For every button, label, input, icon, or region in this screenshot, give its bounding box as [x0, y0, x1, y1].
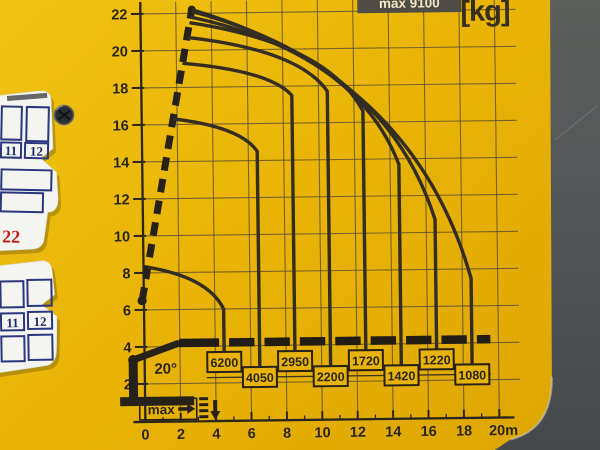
- sticker-cell: [27, 333, 54, 362]
- x-tick-label: 4: [212, 426, 220, 442]
- capacity-value: 1080: [458, 368, 486, 382]
- outrigger-beam-icon: [199, 395, 209, 421]
- capacity-value: 1420: [388, 369, 416, 383]
- y-tick-label: 18: [112, 81, 128, 97]
- sticker-cell: [0, 168, 53, 192]
- capacity-value: 1220: [423, 353, 451, 367]
- grid-line-vertical: [245, 0, 253, 421]
- y-tick-label: 8: [122, 266, 130, 282]
- sticker-cell: [23, 141, 50, 160]
- x-tick-label: 12: [350, 425, 366, 441]
- down-arrow-head-icon: [210, 410, 221, 421]
- x-tick-label: 10: [314, 425, 330, 441]
- unit-label: [kg]: [460, 0, 510, 28]
- y-tick-label: 4: [123, 340, 131, 356]
- capacity-chart: 2 4 6 8 10 12 14 16 18 20 22 0 2 4 6 8 10 12 14 16 18 20m 6200…: [111, 0, 520, 443]
- sticker-cell: [0, 312, 26, 332]
- capacity-value-box: [454, 363, 491, 386]
- capacity-value-box: [241, 365, 279, 389]
- grid-line-vertical: [493, 0, 500, 418]
- sticker-top: 11 12 22: [0, 90, 61, 256]
- crane-column: [128, 357, 139, 403]
- plate-edge-highlight: [510, 376, 553, 441]
- sticker-cell: [26, 278, 53, 308]
- x-tick-label: 8: [283, 426, 291, 442]
- grid-line-horizontal: [140, 45, 516, 52]
- sticker-cell: [0, 191, 45, 214]
- capacity-curve: [172, 117, 262, 370]
- y-tick-label: 20: [112, 44, 128, 60]
- y-tick-label: 22: [111, 7, 127, 23]
- x-tick-label: 6: [248, 426, 256, 442]
- max-box-outline: [138, 397, 198, 421]
- max-capacity-label: max 9100: [379, 0, 440, 11]
- grid-line-vertical: [387, 0, 394, 419]
- outrigger-max-label: max: [148, 402, 176, 417]
- sticker-cell: [26, 310, 54, 331]
- y-tick-label: 6: [123, 303, 131, 319]
- y-tick-label: 2: [124, 377, 132, 393]
- sticker-number-11: 11: [5, 143, 18, 158]
- capacity-value-box: [347, 348, 385, 372]
- background-scratch: [554, 105, 598, 141]
- capacity-value: 2200: [317, 370, 345, 384]
- boom-dashed-line: [138, 9, 196, 302]
- y-tick-label: 10: [114, 229, 130, 245]
- x-tick-label: 18: [456, 423, 472, 439]
- sticker-cell: [0, 105, 23, 141]
- y-tick-label: 14: [113, 155, 129, 171]
- screw-rim: [53, 104, 75, 126]
- capacity-curve: [191, 7, 474, 367]
- x-tick-label: 20m: [489, 423, 518, 439]
- grid-line-vertical: [316, 0, 323, 420]
- x-tick-label: 2: [177, 427, 185, 443]
- capacity-curve: [147, 265, 226, 354]
- capacity-curve: [182, 61, 297, 354]
- capacity-value-box: [312, 364, 349, 388]
- screw-slot: [57, 109, 71, 121]
- capacity-value: 2950: [281, 355, 309, 369]
- sticker-cell: [25, 105, 50, 143]
- sticker-cell: [0, 141, 23, 159]
- y-tick-label: 12: [113, 192, 129, 208]
- x-tick-label: 16: [421, 424, 437, 440]
- x-tick-label: 14: [385, 424, 401, 440]
- capacity-value-box: [276, 349, 314, 373]
- outrigger-max-icon: max: [138, 395, 221, 421]
- capacity-curve: [186, 35, 333, 369]
- capacity-value: 1720: [352, 354, 380, 368]
- x-tick-label: 0: [141, 427, 149, 443]
- sticker-bottom: 11 12: [0, 260, 61, 378]
- capacity-value-box: [383, 364, 420, 387]
- x-axis-line: [133, 416, 515, 424]
- sticker-number-12: 12: [30, 144, 43, 159]
- capacity-value-box: [206, 350, 243, 374]
- sticker-cell: [0, 335, 26, 363]
- boom-20deg-line: [129, 340, 181, 364]
- boom-20deg-tip-dot: [173, 340, 181, 348]
- screw-highlight: [55, 105, 64, 111]
- sticker-red-number: 22: [2, 226, 20, 246]
- boom-base-dot: [137, 296, 147, 306]
- y-tick-label: 16: [113, 118, 129, 134]
- screw: [53, 104, 75, 126]
- grid-line-vertical: [458, 0, 465, 419]
- sticker-curl-shadow: [6, 92, 48, 102]
- boom-angle-label: 20°: [154, 361, 177, 378]
- capacity-value: 4050: [246, 371, 274, 385]
- sticker-cell: [0, 280, 25, 309]
- grid-line-vertical: [175, 1, 182, 422]
- grid-line-horizontal: [141, 82, 517, 89]
- capacity-value-box: [418, 348, 455, 371]
- yellow-plate-group: 2 4 6 8 10 12 14 16 18 20 22 0 2 4 6 8 10 12 14 16 18 20m 6200…: [0, 0, 553, 450]
- right-arrow-head-icon: [187, 403, 196, 414]
- max-capacity-badge: [357, 0, 462, 14]
- capacity-value: 6200: [210, 356, 238, 370]
- sticker-number-11: 11: [6, 315, 19, 330]
- sticker-number-12: 12: [33, 314, 46, 329]
